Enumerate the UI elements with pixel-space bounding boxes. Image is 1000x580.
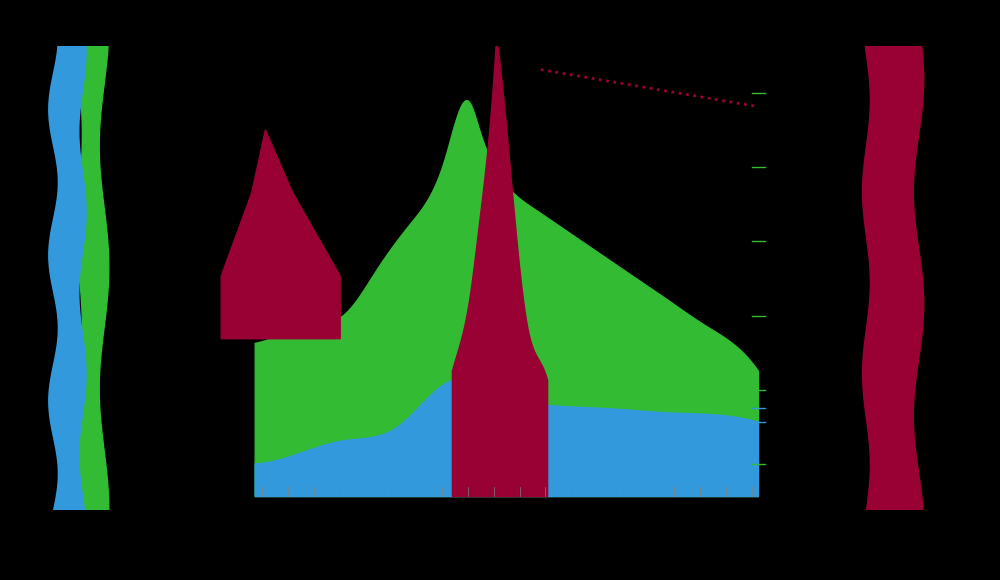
Polygon shape [49,46,86,510]
Polygon shape [255,379,758,496]
Polygon shape [221,130,340,339]
Polygon shape [78,46,109,510]
Polygon shape [863,46,924,510]
Polygon shape [255,101,758,496]
Polygon shape [452,37,548,496]
